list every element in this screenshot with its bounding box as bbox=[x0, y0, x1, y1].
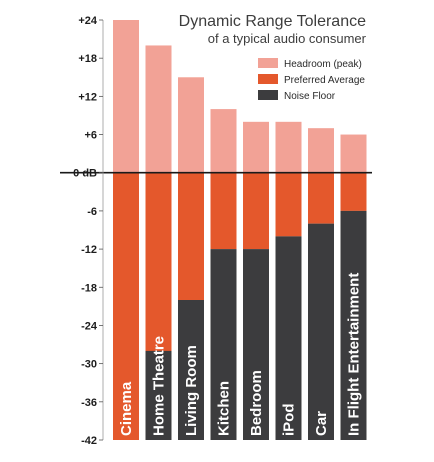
chart-title-line-1: Dynamic Range Tolerance bbox=[179, 13, 366, 30]
bar-noise-floor-in-flight-entertainment bbox=[340, 210, 367, 440]
legend-label: Preferred Average bbox=[284, 75, 365, 86]
bar-noise-floor-home-theatre bbox=[145, 350, 172, 440]
legend: Headroom (peak) Preferred Average Noise Fl… bbox=[258, 58, 365, 102]
category-labels: Cinema Home Theatre Living Room Kitchen Bedr… bbox=[118, 273, 363, 436]
bar-preferred-average-bedroom bbox=[243, 172, 269, 250]
category-label-ipod: iPod bbox=[281, 404, 298, 437]
category-label-car: Car bbox=[313, 411, 330, 436]
bar-preferred-average-ipod bbox=[275, 172, 302, 237]
bar-noise-floor-living-room bbox=[178, 300, 204, 440]
bar-headroom-home-theatre bbox=[145, 45, 172, 173]
legend-swatch bbox=[258, 90, 278, 100]
bar-noise-floor-kitchen bbox=[210, 249, 237, 440]
bar-noise-floor-bedroom bbox=[243, 249, 269, 440]
bar-headroom-ipod bbox=[275, 121, 302, 173]
bar-headroom-car bbox=[308, 128, 334, 173]
y-tick-label: -42 bbox=[81, 435, 97, 447]
category-label-home-theatre: Home Theatre bbox=[151, 336, 168, 436]
category-label-cinema: Cinema bbox=[118, 381, 135, 436]
y-tick-label: +6 bbox=[84, 130, 97, 142]
bar-preferred-average-kitchen bbox=[210, 172, 237, 250]
category-label-living-room: Living Room bbox=[183, 345, 200, 436]
legend-swatch bbox=[258, 58, 278, 68]
y-tick-label: -36 bbox=[81, 397, 97, 409]
bar-headroom-cinema bbox=[113, 20, 139, 173]
y-tick-label: +24 bbox=[78, 15, 98, 27]
bar-preferred-average-cinema bbox=[113, 172, 139, 440]
y-tick-label: -18 bbox=[81, 282, 97, 294]
legend-label: Headroom (peak) bbox=[284, 59, 362, 70]
y-tick-label: +12 bbox=[78, 91, 97, 103]
bar-preferred-average-car bbox=[308, 172, 334, 224]
y-tick-label: -12 bbox=[81, 244, 97, 256]
bar-preferred-average-in-flight-entertainment bbox=[340, 172, 367, 211]
legend-label: Noise Floor bbox=[284, 91, 336, 102]
bar-headroom-living-room bbox=[178, 77, 204, 173]
y-tick-label: +18 bbox=[78, 53, 97, 65]
chart-title-line-2: of a typical audio consumer bbox=[208, 31, 367, 46]
y-tick-label: -6 bbox=[87, 206, 97, 218]
category-label-kitchen: Kitchen bbox=[216, 381, 233, 436]
bars-group bbox=[113, 20, 367, 440]
y-tick-label: 0 dB bbox=[73, 168, 97, 180]
bar-headroom-bedroom bbox=[243, 121, 269, 173]
bar-noise-floor-car bbox=[308, 223, 334, 440]
y-tick-label: -30 bbox=[81, 359, 97, 371]
bar-headroom-in-flight-entertainment bbox=[340, 134, 367, 173]
bar-noise-floor-ipod bbox=[275, 236, 302, 440]
bar-headroom-kitchen bbox=[210, 109, 237, 173]
chart-title: Dynamic Range Tolerance of a typical aud… bbox=[179, 13, 367, 46]
legend-swatch bbox=[258, 74, 278, 84]
y-axis-ticks: +24 +18 +12 +6 0 dB -6 -12 -18 -24 -30 -36 -42 bbox=[73, 15, 103, 447]
y-tick-label: -24 bbox=[81, 320, 98, 332]
bar-preferred-average-living-room bbox=[178, 172, 204, 300]
category-label-bedroom: Bedroom bbox=[248, 370, 265, 436]
category-label-in-flight-entertainment: In Flight Entertainment bbox=[346, 273, 363, 436]
